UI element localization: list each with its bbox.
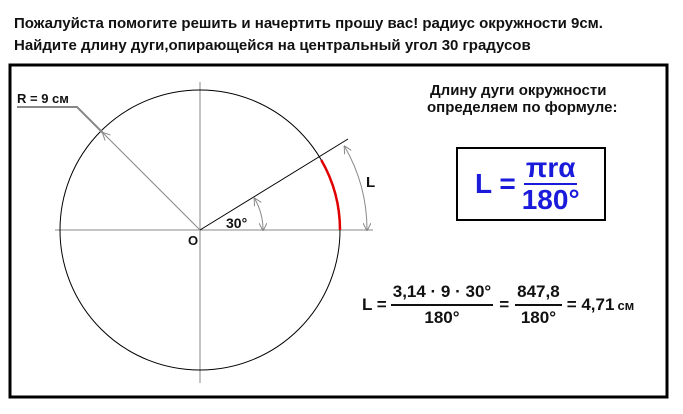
formula-box [456,147,606,221]
formula-denominator: 180° [521,184,580,215]
angle-label: 30° [226,215,248,231]
calc-equals: = [499,295,510,314]
arc-dimension-arrow [345,147,367,231]
radius-line [103,133,201,231]
explanation-line-2: определяем по формуле: [427,99,618,116]
radius-leader [17,106,104,134]
outer-frame [8,63,669,399]
angle-ray [199,138,349,231]
calc-unit: см [617,297,635,313]
explanation-line-1: Длину дуги окружности [430,82,607,99]
angle-arrow [255,199,263,231]
center-label: O [188,233,199,248]
calc-fraction-2: 847,8 180° [515,280,562,330]
calc-fraction-1: 3,14 · 9 · 30° 180° [390,280,494,330]
formula-numerator: πrα [523,152,578,185]
question-line-1: Пожалуйста помогите решить и начертить п… [14,15,603,32]
radius-label: R = 9 см [17,91,69,106]
calc-frac2-denominator: 180° [520,308,556,327]
formula-fraction: πrα 180° [522,153,580,215]
arc-label: L [366,174,376,191]
calc-lhs: L = [362,295,387,314]
formula: L = πrα 180° [475,153,580,215]
arc-l [320,159,342,231]
calc-frac1-numerator: 3,14 · 9 · 30° [390,280,494,306]
calc-frac1-denominator: 180° [424,308,460,327]
question-line-2: Найдите длину дуги,опирающейся на центра… [14,37,531,54]
calc-frac2-numerator: 847,8 [515,280,562,306]
formula-lhs: L = [475,168,516,199]
calculation: L = 3,14 · 9 · 30° 180° = 847,8 180° = 4… [362,280,634,330]
calc-result: = 4,71 [566,295,615,314]
